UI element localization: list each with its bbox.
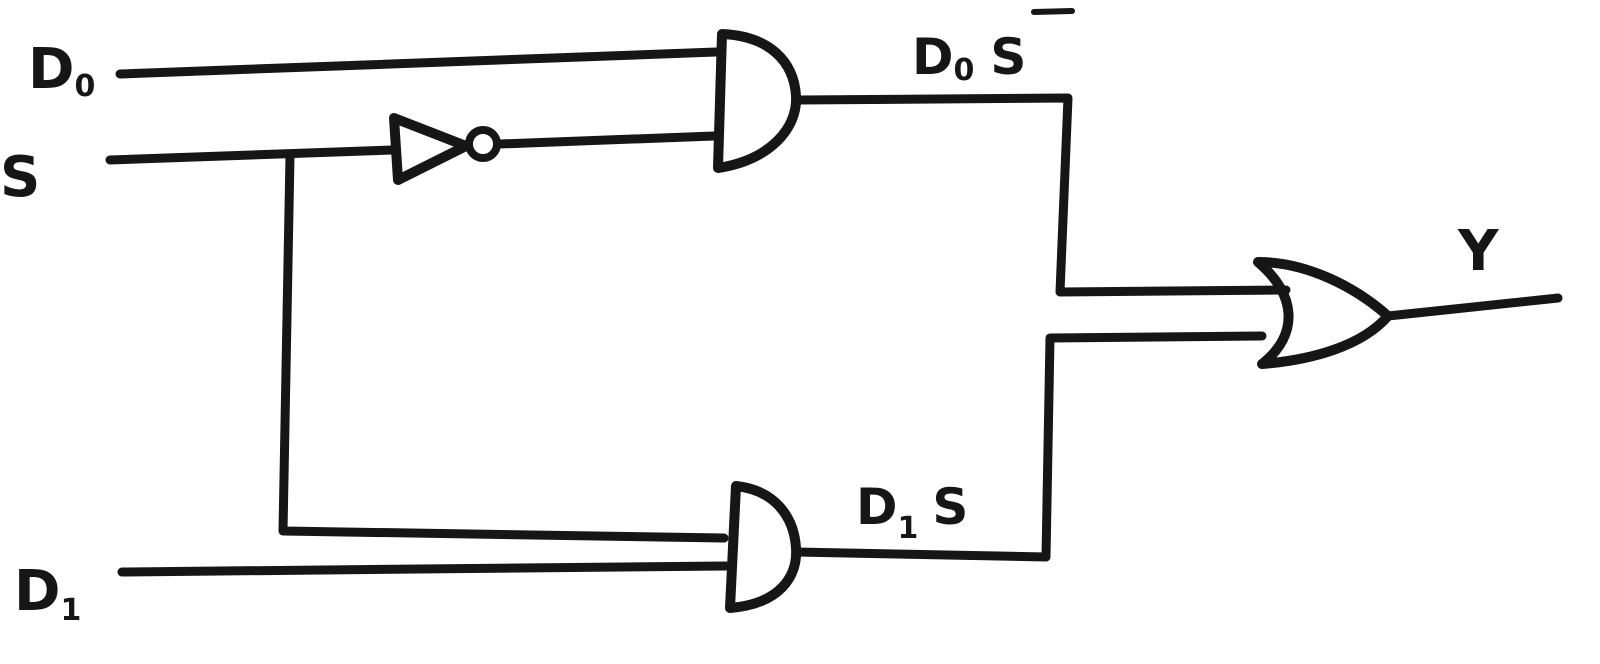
and-gate-top [713,29,802,173]
wire-y-output [1383,293,1563,321]
overbar-s [1031,8,1075,15]
wire-and-top-out [793,93,1291,297]
wire-s-branch [278,151,729,543]
or-gate [1253,257,1393,369]
wire-s-input [105,145,397,165]
label-s: S [0,145,40,210]
and-gate-bottom [725,481,802,613]
wire-d1 [117,561,731,577]
label-d1: D1 [14,559,81,628]
not-gate [389,113,471,185]
label-y: Y [1457,219,1500,284]
wire-not-to-and [495,131,719,149]
term-d0-notS: D0 S [912,28,1026,88]
wire-and-bottom-out [791,331,1267,562]
term-d1-s: D1 S [856,478,968,546]
not-gate-bubble [465,126,501,162]
wire-d0 [115,47,721,79]
label-d0: D0 [28,37,95,104]
